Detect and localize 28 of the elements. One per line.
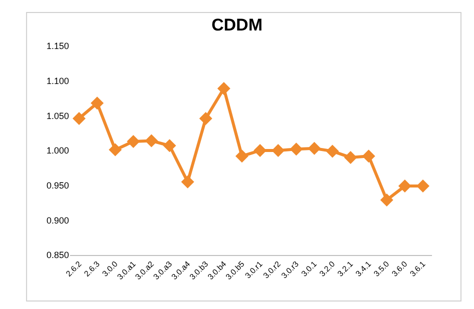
point [163,139,176,152]
y-tick-label: 0.850 [46,250,69,260]
point [217,82,230,95]
point [380,193,394,206]
point [90,96,104,110]
y-tick-label: 0.900 [46,215,69,226]
point [181,175,194,188]
point [126,134,140,148]
point [416,180,430,193]
point [254,144,267,157]
point [290,142,303,156]
point [344,150,358,164]
point [362,150,376,163]
y-tick-label: 1.050 [46,110,69,121]
y-tick-label: 0.950 [46,180,69,190]
point [326,144,339,158]
chart-title: CDDM [212,15,262,34]
point [108,143,122,156]
point [235,150,248,163]
point [398,180,412,193]
point [272,144,285,157]
point [199,112,212,125]
point [72,112,86,125]
point [308,142,321,155]
y-tick-label: 1.150 [46,41,69,52]
point [144,134,158,148]
y-tick-label: 1.100 [46,76,69,86]
y-tick-label: 1.000 [46,146,69,156]
